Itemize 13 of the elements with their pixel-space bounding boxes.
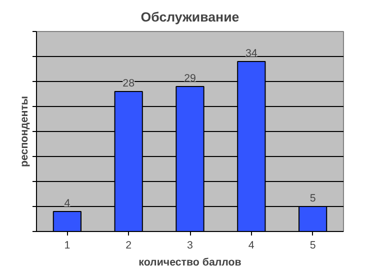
x-tick-label: 2 bbox=[126, 240, 132, 252]
x-tick-label: 1 bbox=[64, 240, 70, 252]
data-label: 34 bbox=[245, 48, 258, 60]
data-label: 4 bbox=[64, 198, 70, 210]
x-tick-label: 4 bbox=[248, 240, 254, 252]
y-axis-title: респонденты bbox=[18, 96, 30, 168]
data-label: 29 bbox=[184, 72, 196, 84]
chart-title: Обслуживание bbox=[140, 10, 240, 24]
data-label: 28 bbox=[122, 78, 135, 90]
data-label: 5 bbox=[310, 192, 316, 204]
x-tick-label: 3 bbox=[187, 240, 194, 252]
x-axis-title: количество баллов bbox=[138, 256, 242, 268]
x-tick-label: 5 bbox=[310, 240, 316, 252]
